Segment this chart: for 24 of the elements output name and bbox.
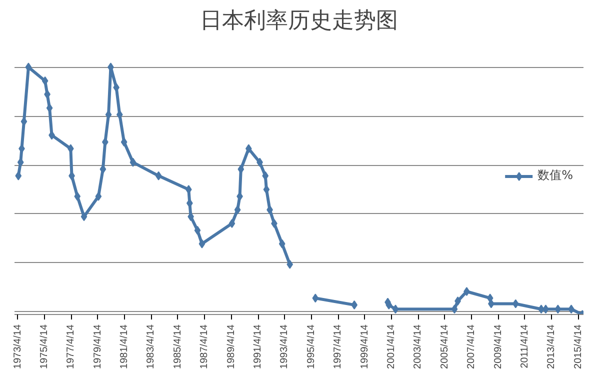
- x-tick-label: 2011/4/14: [519, 324, 530, 368]
- x-tick-label: 1989/4/14: [226, 324, 237, 369]
- x-tick-label: 1985/4/14: [172, 324, 184, 369]
- x-tick-label: 1995/4/14: [306, 324, 317, 369]
- x-tick-label: 1997/4/14: [332, 324, 344, 369]
- chart-title: 日本利率历史走势图: [200, 8, 398, 32]
- x-tick-label: 2009/4/14: [492, 324, 504, 369]
- x-tick-label: 1977/4/14: [66, 324, 77, 369]
- x-tick-label: 1973/4/14: [12, 324, 24, 369]
- legend-label: 数值%: [538, 167, 573, 184]
- x-tick-label: 1999/4/14: [359, 324, 370, 369]
- x-tick-label: 1983/4/14: [146, 324, 157, 369]
- x-tick-label: 2015/4/14: [572, 324, 584, 369]
- x-tick-label: 2013/4/14: [546, 324, 558, 369]
- x-tick-label: 1987/4/14: [199, 324, 210, 369]
- x-tick-label: 2005/4/14: [439, 324, 450, 369]
- x-tick-label: 1975/4/14: [38, 324, 50, 369]
- x-tick-label: 1981/4/14: [119, 324, 130, 369]
- x-tick-label: 1979/4/14: [92, 324, 104, 369]
- x-tick-label: 2007/4/14: [466, 324, 478, 369]
- x-tick-label: 1993/4/14: [279, 324, 290, 369]
- x-tick-label: 2003/4/14: [412, 324, 424, 369]
- x-tick-label: 2001/4/14: [386, 324, 398, 369]
- x-tick-label: 1991/4/14: [252, 324, 264, 369]
